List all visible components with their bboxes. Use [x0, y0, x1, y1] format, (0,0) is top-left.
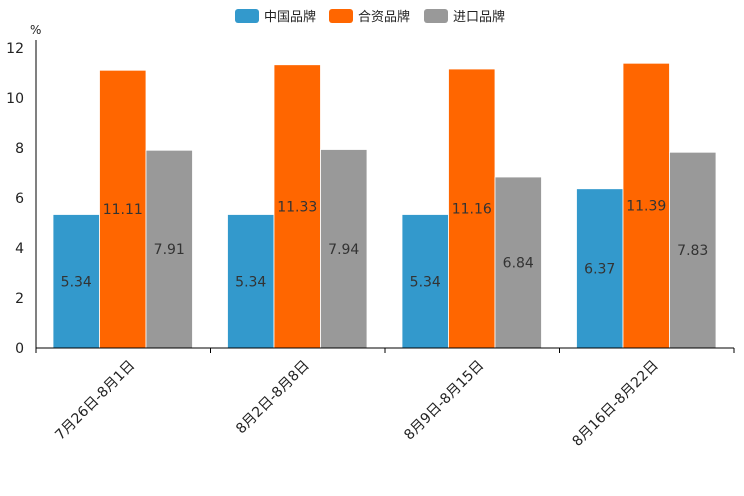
bar-value-label: 5.34	[61, 274, 92, 290]
bar-value-label: 7.94	[328, 242, 359, 258]
legend-swatch	[329, 9, 353, 23]
y-axis: 0 2 4 6 8 10 12	[6, 40, 37, 357]
x-category-label: 7月26日-8月1日	[52, 358, 138, 444]
bar-value-label: 5.34	[235, 274, 266, 290]
y-tick-label: 10	[6, 91, 24, 107]
bar-value-label: 5.34	[410, 274, 441, 290]
x-category-label: 8月2日-8月8日	[233, 358, 313, 438]
y-tick-label: 8	[15, 141, 24, 157]
bar-value-label: 6.37	[584, 261, 615, 277]
legend-label: 进口品牌	[453, 9, 505, 25]
legend: 中国品牌 合资品牌 进口品牌	[235, 9, 505, 25]
bar-value-label: 11.11	[103, 202, 143, 218]
y-tick-label: 0	[15, 341, 24, 357]
legend-label: 合资品牌	[358, 9, 410, 25]
y-tick-label: 6	[15, 191, 24, 207]
y-tick-label: 12	[6, 41, 24, 57]
legend-swatch	[235, 9, 259, 23]
bar-3-2	[320, 149, 368, 349]
y-tick-label: 2	[15, 291, 24, 307]
bar-1-4	[576, 188, 624, 349]
bars: 5.34 11.11 7.91 5.34 11.33 7.94 5.34 11.16 6.84 6…	[52, 62, 717, 349]
bar-3-4	[669, 151, 717, 349]
bar-value-label: 11.33	[277, 199, 317, 215]
bar-3-3	[494, 176, 542, 349]
bar-value-label: 7.83	[677, 243, 708, 259]
bar-value-label: 11.16	[452, 202, 492, 218]
bar-value-label: 7.91	[154, 242, 185, 258]
bar-2-1	[99, 69, 147, 349]
bar-2-4	[622, 62, 670, 349]
y-axis-unit-label: %	[30, 23, 41, 37]
bar-2-3	[448, 68, 496, 349]
x-category-label: 8月16日-8月22日	[570, 358, 662, 450]
legend-label: 中国品牌	[264, 9, 316, 25]
bar-value-label: 6.84	[503, 256, 534, 272]
bar-value-label: 11.39	[626, 199, 666, 215]
legend-swatch	[424, 9, 448, 23]
x-axis: 7月26日-8月1日 8月2日-8月8日 8月9日-8月15日 8月16日-8月22日	[35, 347, 735, 450]
y-tick-label: 4	[15, 241, 24, 257]
x-category-label: 8月9日-8月15日	[401, 358, 487, 444]
